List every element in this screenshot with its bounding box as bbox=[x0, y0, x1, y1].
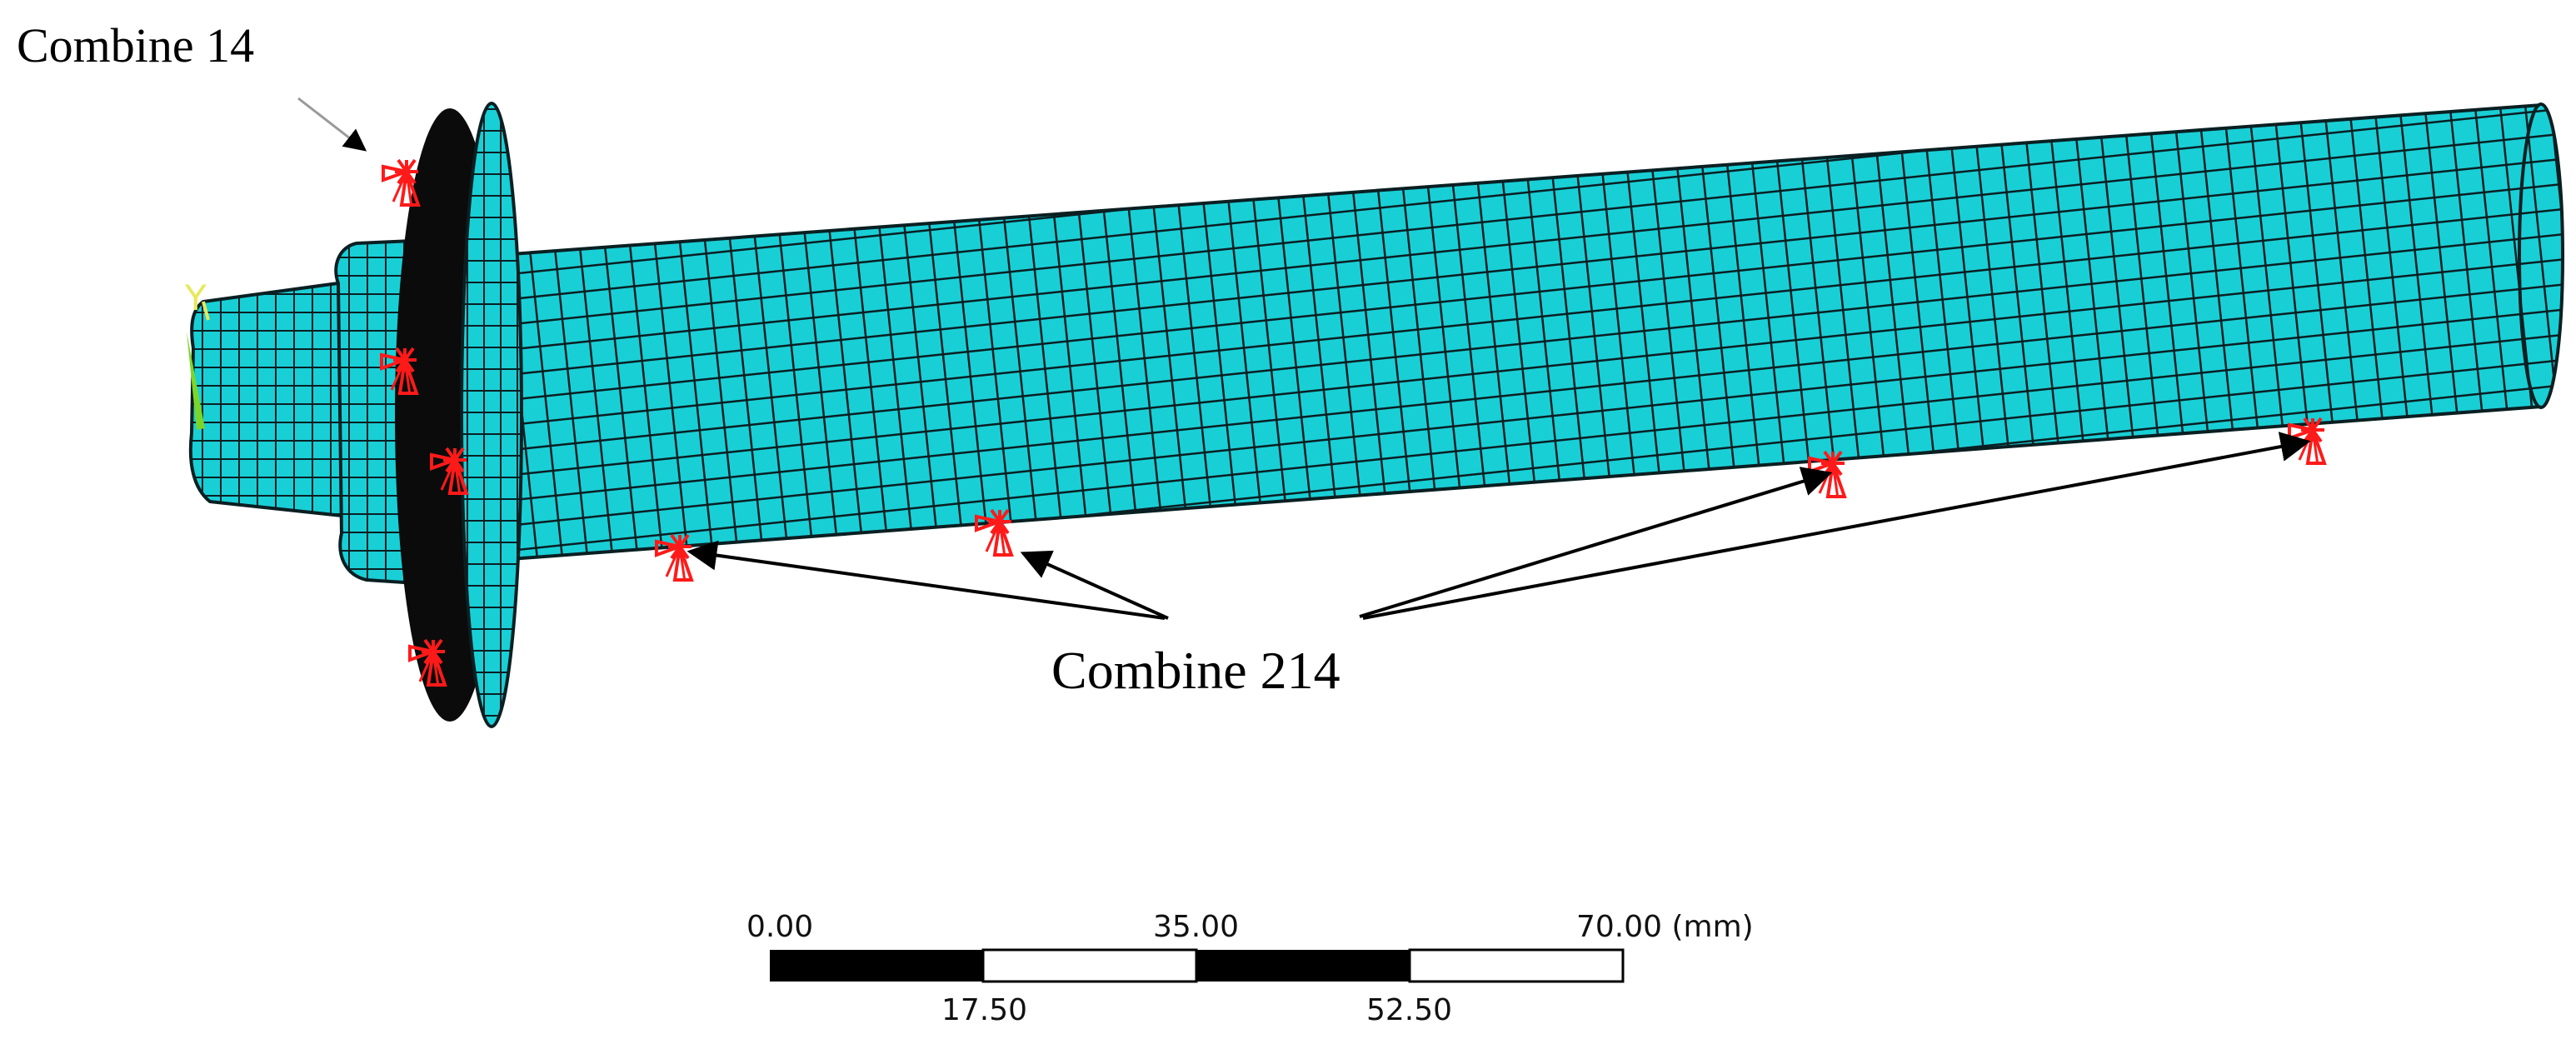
combine14-label: Combine 14 bbox=[17, 18, 254, 72]
scale-segment bbox=[1408, 948, 1625, 983]
scale-bar: 0.00 35.00 70.00 (mm) 17.50 52.50 bbox=[746, 910, 1754, 1027]
scale-label-52-5: 52.50 bbox=[1366, 993, 1452, 1027]
scale-segment bbox=[981, 948, 1198, 983]
main-cylinder bbox=[498, 102, 2564, 562]
shaft-stub bbox=[188, 279, 352, 519]
scale-segment bbox=[770, 950, 983, 982]
triad-y-label: Y bbox=[184, 277, 207, 318]
scale-label-70: 70.00 (mm) bbox=[1576, 910, 1754, 944]
scale-label-0: 0.00 bbox=[746, 910, 813, 944]
coordinate-triad-icon: Y bbox=[184, 277, 210, 430]
scale-segment bbox=[1196, 950, 1410, 982]
flange bbox=[395, 102, 523, 728]
scale-label-17-5: 17.50 bbox=[941, 993, 1027, 1027]
combine214-callout: Combine 214 bbox=[686, 432, 2311, 700]
combine214-label: Combine 214 bbox=[1051, 641, 1340, 700]
scale-label-35: 35.00 bbox=[1153, 910, 1239, 944]
combine14-callout: Combine 14 bbox=[17, 18, 367, 152]
